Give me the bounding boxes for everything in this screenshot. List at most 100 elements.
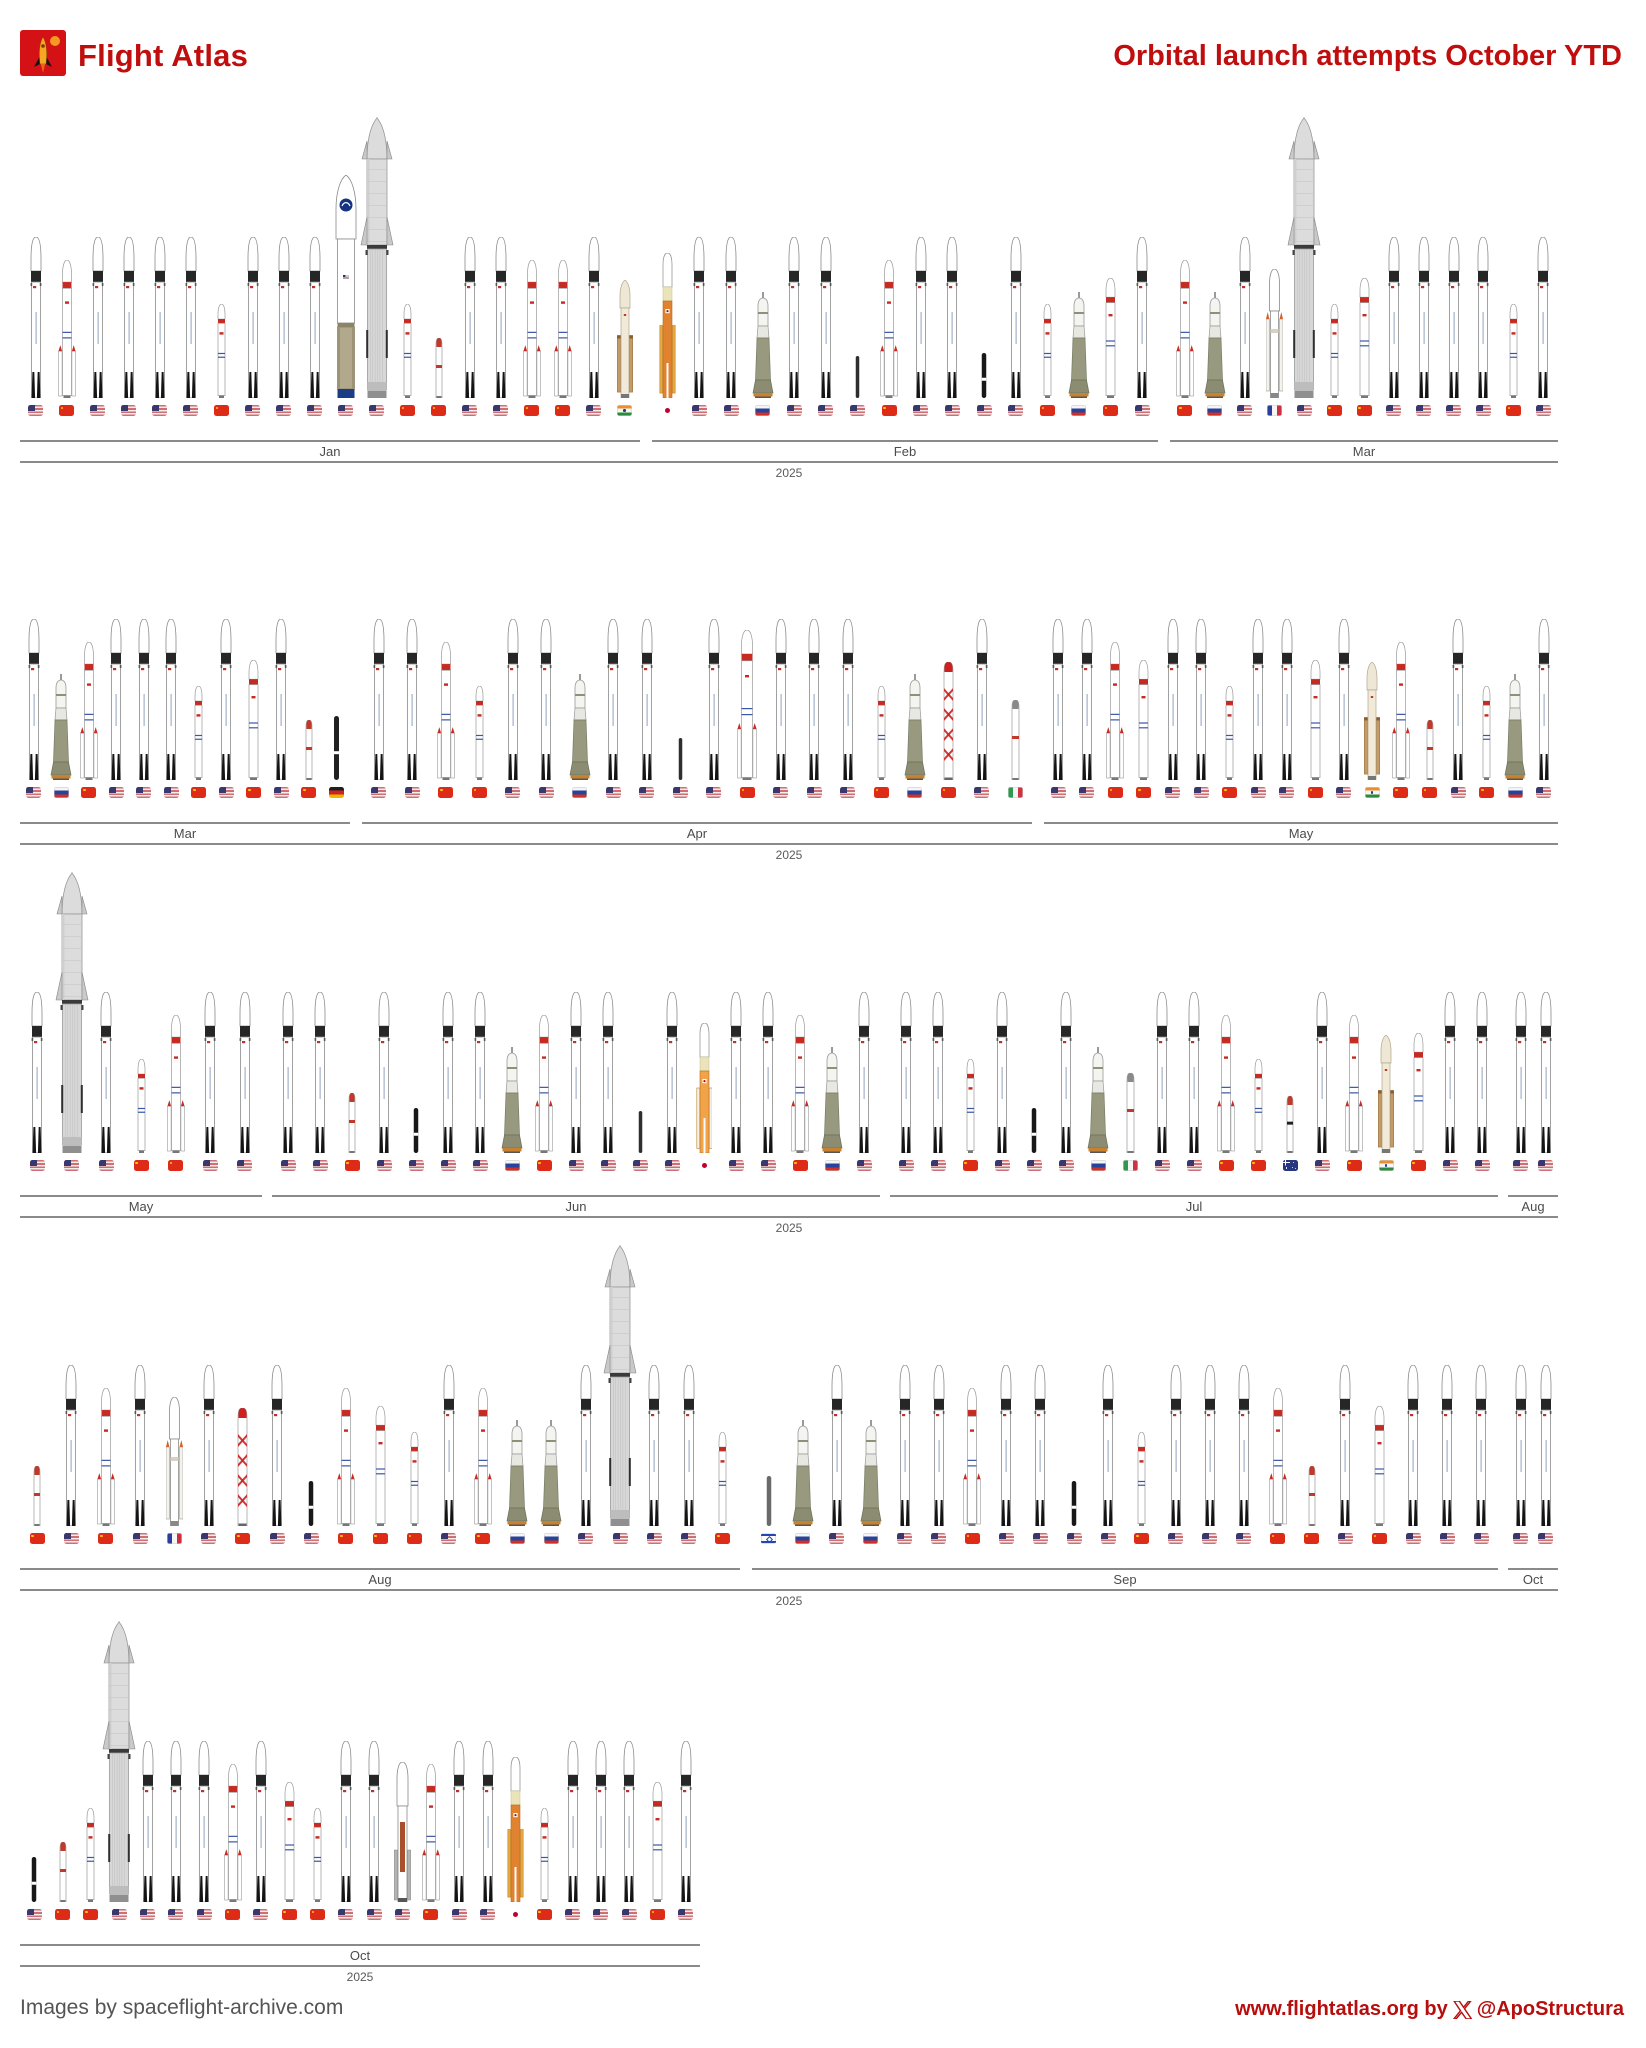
flag-cn bbox=[1136, 787, 1152, 798]
year-label: 2025 bbox=[775, 1594, 803, 1608]
rocket-f9 bbox=[1051, 619, 1065, 780]
flag-us bbox=[1168, 1533, 1184, 1544]
year-label: 2025 bbox=[775, 1221, 803, 1235]
flag-cn bbox=[83, 1909, 99, 1920]
rocket-f9 bbox=[405, 619, 419, 780]
rocket-el bbox=[981, 353, 987, 398]
rocket-czS bbox=[1224, 686, 1235, 780]
rocket-czB bbox=[880, 260, 898, 398]
rocket-cz bbox=[1412, 1033, 1425, 1153]
rocket-sz bbox=[904, 674, 926, 780]
flag-us bbox=[818, 405, 834, 416]
rocket-f9 bbox=[99, 992, 113, 1153]
rocket-f9 bbox=[452, 1741, 466, 1902]
rocket-st bbox=[1287, 117, 1321, 398]
month-label-may: May bbox=[128, 1199, 154, 1214]
flag-us bbox=[505, 787, 521, 798]
month-axis-segment-may bbox=[1044, 822, 1558, 824]
flag-us bbox=[111, 1909, 127, 1920]
flag-cn bbox=[1393, 787, 1409, 798]
rocket-f9 bbox=[202, 1365, 216, 1526]
rocket-f9 bbox=[729, 992, 743, 1153]
flag-cn bbox=[1270, 1533, 1286, 1544]
flag-cn bbox=[940, 787, 956, 798]
site-credit: www.flightatlas.org by @ApoStructura bbox=[1235, 1998, 1624, 2021]
rocket-czB bbox=[96, 1388, 115, 1526]
rocket-f9 bbox=[133, 1365, 147, 1526]
flag-us bbox=[168, 1909, 184, 1920]
month-axis-segment-aug bbox=[20, 1568, 740, 1570]
flag-us bbox=[253, 1909, 269, 1920]
rocket-f9 bbox=[270, 1365, 284, 1526]
flag-cn bbox=[792, 1160, 808, 1171]
flag-us bbox=[366, 1909, 382, 1920]
flag-cn bbox=[423, 1909, 439, 1920]
flag-us bbox=[1337, 1533, 1353, 1544]
flag-us bbox=[1058, 1160, 1074, 1171]
flag-it bbox=[1007, 787, 1023, 798]
rocket-f9 bbox=[587, 237, 601, 398]
flag-us bbox=[913, 405, 929, 416]
rocket-czS bbox=[539, 1808, 550, 1902]
flag-us bbox=[183, 405, 198, 416]
rocket-f9 bbox=[1194, 619, 1208, 780]
row-axis-baseline bbox=[20, 1965, 700, 1967]
rocket-f9 bbox=[995, 992, 1009, 1153]
rocket-f9 bbox=[1451, 619, 1465, 780]
rocket-f9 bbox=[931, 992, 945, 1153]
x-handle[interactable]: @ApoStructura bbox=[1476, 1998, 1624, 2020]
flag-ru bbox=[509, 1533, 525, 1544]
rocket-vu bbox=[394, 1762, 411, 1902]
rocket-kz bbox=[305, 720, 313, 780]
rocket-f9 bbox=[442, 1365, 456, 1526]
rocket-f9 bbox=[579, 1365, 593, 1526]
rocket-kz bbox=[348, 1093, 356, 1153]
flag-us bbox=[98, 1160, 114, 1171]
rocket-f9 bbox=[647, 1365, 661, 1526]
rocket-f9 bbox=[203, 992, 217, 1153]
flag-cn bbox=[715, 1533, 731, 1544]
flag-us bbox=[408, 1160, 424, 1171]
flag-ru bbox=[1090, 1160, 1106, 1171]
flag-us bbox=[1296, 405, 1312, 416]
month-axis-segment-may bbox=[20, 1195, 262, 1197]
rocket-f9 bbox=[594, 1741, 608, 1902]
month-label-jul: Jul bbox=[1185, 1199, 1203, 1214]
flag-it bbox=[1122, 1160, 1138, 1171]
rocket-f9 bbox=[640, 619, 654, 780]
flag-us bbox=[593, 1909, 609, 1920]
rocket-czB bbox=[474, 1388, 492, 1526]
flag-us bbox=[1536, 787, 1552, 798]
rocket-czB bbox=[791, 1015, 809, 1153]
flag-cn bbox=[475, 1533, 491, 1544]
brand-title: Flight Atlas bbox=[78, 37, 249, 73]
month-label-aug: Aug bbox=[1521, 1199, 1545, 1214]
rocket-sz bbox=[752, 292, 774, 398]
page-title: Orbital launch attempts October YTD bbox=[1113, 40, 1622, 72]
rocket-f9 bbox=[1536, 237, 1550, 398]
rocket-f9 bbox=[481, 1741, 495, 1902]
rocket-cz bbox=[1373, 1406, 1386, 1526]
rocket-f9 bbox=[494, 237, 508, 398]
rocket-czB bbox=[553, 260, 572, 398]
flag-ru bbox=[907, 787, 923, 798]
flag-us bbox=[376, 1160, 392, 1171]
month-axis-segment-jul bbox=[890, 1195, 1498, 1197]
flag-us bbox=[605, 787, 621, 798]
rocket-f9 bbox=[372, 619, 386, 780]
site-url[interactable]: www.flightatlas.org by bbox=[1235, 1998, 1448, 2020]
row-axis-baseline bbox=[20, 1589, 1558, 1591]
x-logo-icon bbox=[1452, 2000, 1472, 2019]
rocket-cz5 bbox=[737, 630, 758, 780]
flag-ru bbox=[543, 1533, 559, 1544]
rocket-sz bbox=[569, 674, 591, 780]
flag-us bbox=[441, 1533, 457, 1544]
rocket-czS bbox=[409, 1432, 420, 1526]
rocket-f9 bbox=[153, 237, 167, 398]
flag-us bbox=[850, 405, 866, 416]
rocket-eris bbox=[1286, 1096, 1294, 1153]
rocket-czB bbox=[1392, 642, 1410, 780]
rocket-sz bbox=[540, 1420, 562, 1526]
rocket-ofek bbox=[766, 1476, 772, 1526]
